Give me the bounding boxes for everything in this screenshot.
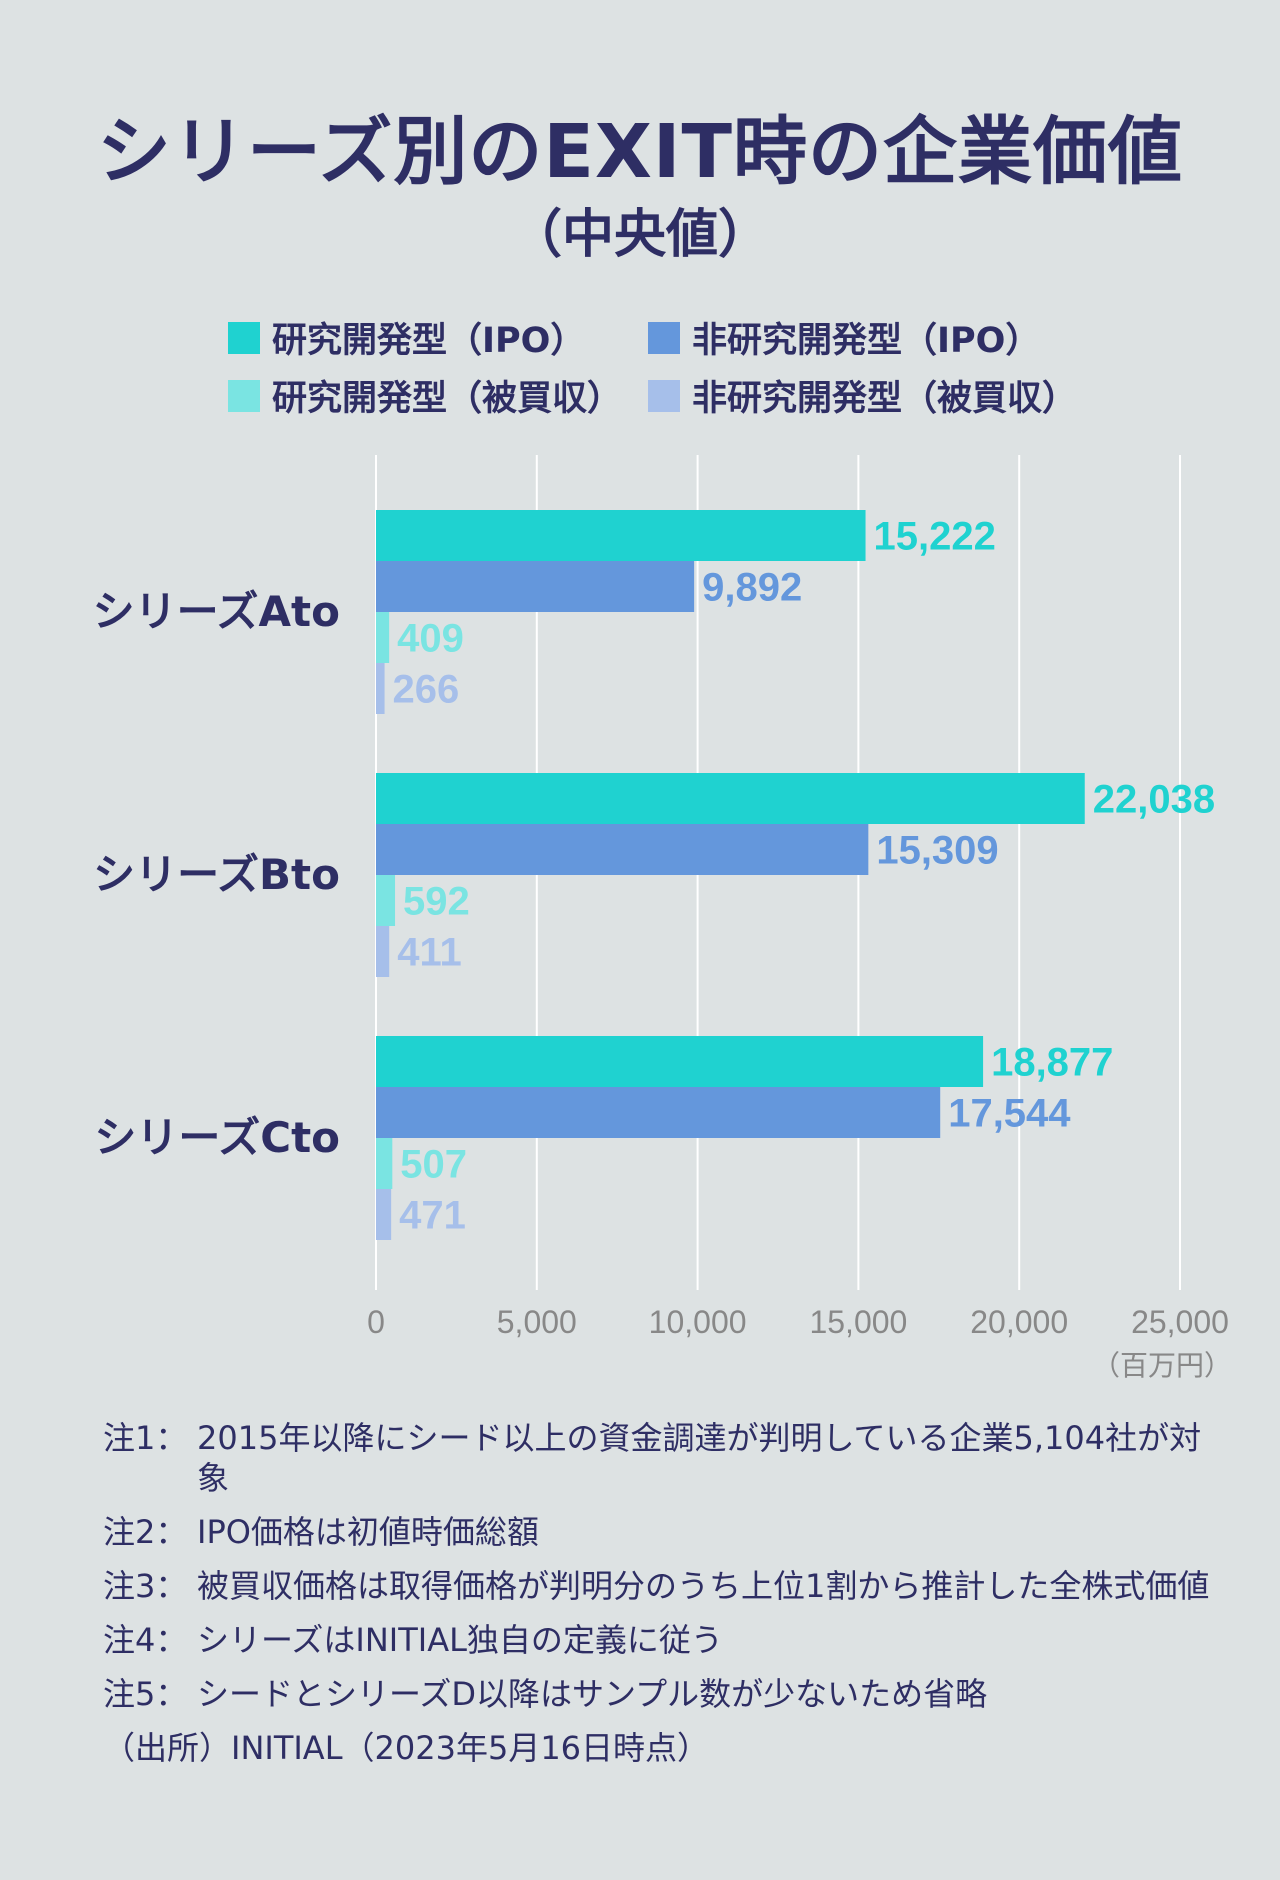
note-text: シリーズはINITIAL独自の定義に従う (197, 1621, 723, 1659)
bar-3-3 (376, 1138, 393, 1189)
note-3: 注3： 被買収価格は取得価格が判明分のうち上位1割から推計した全株式価値 (103, 1566, 1223, 1606)
data-label-1-3: 409 (397, 617, 464, 661)
data-label-2-3: 592 (403, 880, 470, 924)
legend-item-nonrd-ipo: 非研究開発型（IPO） (648, 312, 1040, 363)
note-5: 注5： シードとシリーズD以降はサンプル数が少ないため省略 (103, 1674, 1223, 1714)
x-tick-label-3: 15,000 (809, 1304, 907, 1340)
notes: 注1： 2015年以降にシード以上の資金調達が判明している企業5,104社が対象… (103, 1418, 1223, 1768)
x-tick-label-0: 0 (367, 1304, 385, 1340)
chart-title: シリーズ別のEXIT時の企業価値 (97, 109, 1183, 195)
bar-3-2 (376, 1087, 941, 1138)
note-text: IPO価格は初値時価総額 (197, 1513, 539, 1551)
note-label: 注2： (103, 1513, 188, 1551)
data-label-3-3: 507 (400, 1143, 467, 1187)
data-label-3-2: 17,544 (948, 1092, 1071, 1136)
legend-label: 研究開発型（IPO） (272, 321, 586, 361)
category-label-2: シリーズBto (93, 850, 340, 899)
note-1: 注1： 2015年以降にシード以上の資金調達が判明している企業5,104社が対象 (103, 1418, 1223, 1498)
category-label-3: シリーズCto (94, 1113, 340, 1162)
data-label-2-4: 411 (397, 931, 462, 975)
note-label: 注5： (103, 1675, 188, 1713)
bar-1-2 (376, 561, 695, 612)
legend-label: 非研究開発型（被買収） (692, 379, 1078, 419)
note-label: 注4： (103, 1621, 188, 1659)
data-label-1-1: 15,222 (874, 515, 996, 559)
data-label-2-2: 15,309 (876, 829, 998, 873)
bar-2-3 (376, 875, 396, 926)
legend-item-nonrd-acq: 非研究開発型（被買収） (648, 370, 1077, 421)
x-tick-label-5: 25,000 (1131, 1304, 1229, 1340)
unit-label: （百万円） (1092, 1349, 1232, 1382)
note-text: 被買収価格は取得価格が判明分のうち上位1割から推計した全株式価値 (197, 1567, 1210, 1605)
bar-chart: 15,222 9,892 409 266 シリーズAto 22,038 15,309 592 4… (93, 455, 1232, 1382)
bar-2-4 (376, 926, 390, 977)
legend-swatch-nonrd-acq (648, 379, 680, 412)
legend: 研究開発型（IPO） 非研究開発型（IPO） 研究開発型（被買収） 非研究開発型… (228, 312, 1128, 422)
data-label-1-2: 9,892 (702, 566, 802, 610)
note-label: 注1： (103, 1419, 188, 1457)
x-tick-label-4: 20,000 (970, 1304, 1068, 1340)
note-text: シードとシリーズD以降はサンプル数が少ないため省略 (197, 1675, 988, 1713)
data-label-1-4: 266 (393, 668, 460, 712)
data-label-3-1: 18,877 (991, 1041, 1113, 1085)
data-label-3-4: 471 (399, 1194, 466, 1238)
note-2: 注2： IPO価格は初値時価総額 (103, 1512, 1223, 1552)
legend-item-rd-ipo: 研究開発型（IPO） (228, 312, 585, 363)
bar-3-1 (376, 1036, 984, 1087)
bar-2-2 (376, 824, 869, 875)
source-text: （出所）INITIAL（2023年5月16日時点） (103, 1729, 710, 1767)
data-label-2-1: 22,038 (1093, 778, 1215, 822)
legend-swatch-nonrd-ipo (648, 321, 680, 354)
x-tick-label-1: 5,000 (497, 1304, 577, 1340)
legend-swatch-rd-acq (228, 379, 260, 412)
bar-1-1 (376, 510, 866, 561)
category-label-1: シリーズAto (93, 587, 340, 636)
bar-3-4 (376, 1189, 392, 1240)
bar-1-3 (376, 612, 390, 663)
chart-subtitle: （中央値） (509, 205, 770, 265)
bar-1-4 (376, 663, 385, 714)
note-label: 注3： (103, 1567, 188, 1605)
x-tick-label-2: 10,000 (649, 1304, 747, 1340)
note-text: 2015年以降にシード以上の資金調達が判明している企業5,104社が対象 (197, 1419, 1202, 1497)
legend-label: 研究開発型（被買収） (272, 379, 623, 419)
bar-2-1 (376, 773, 1085, 824)
legend-label: 非研究開発型（IPO） (692, 321, 1041, 361)
legend-swatch-rd-ipo (228, 321, 260, 354)
legend-item-rd-acq: 研究開発型（被買収） (228, 370, 622, 421)
note-4: 注4： シリーズはINITIAL独自の定義に従う (103, 1620, 1223, 1660)
